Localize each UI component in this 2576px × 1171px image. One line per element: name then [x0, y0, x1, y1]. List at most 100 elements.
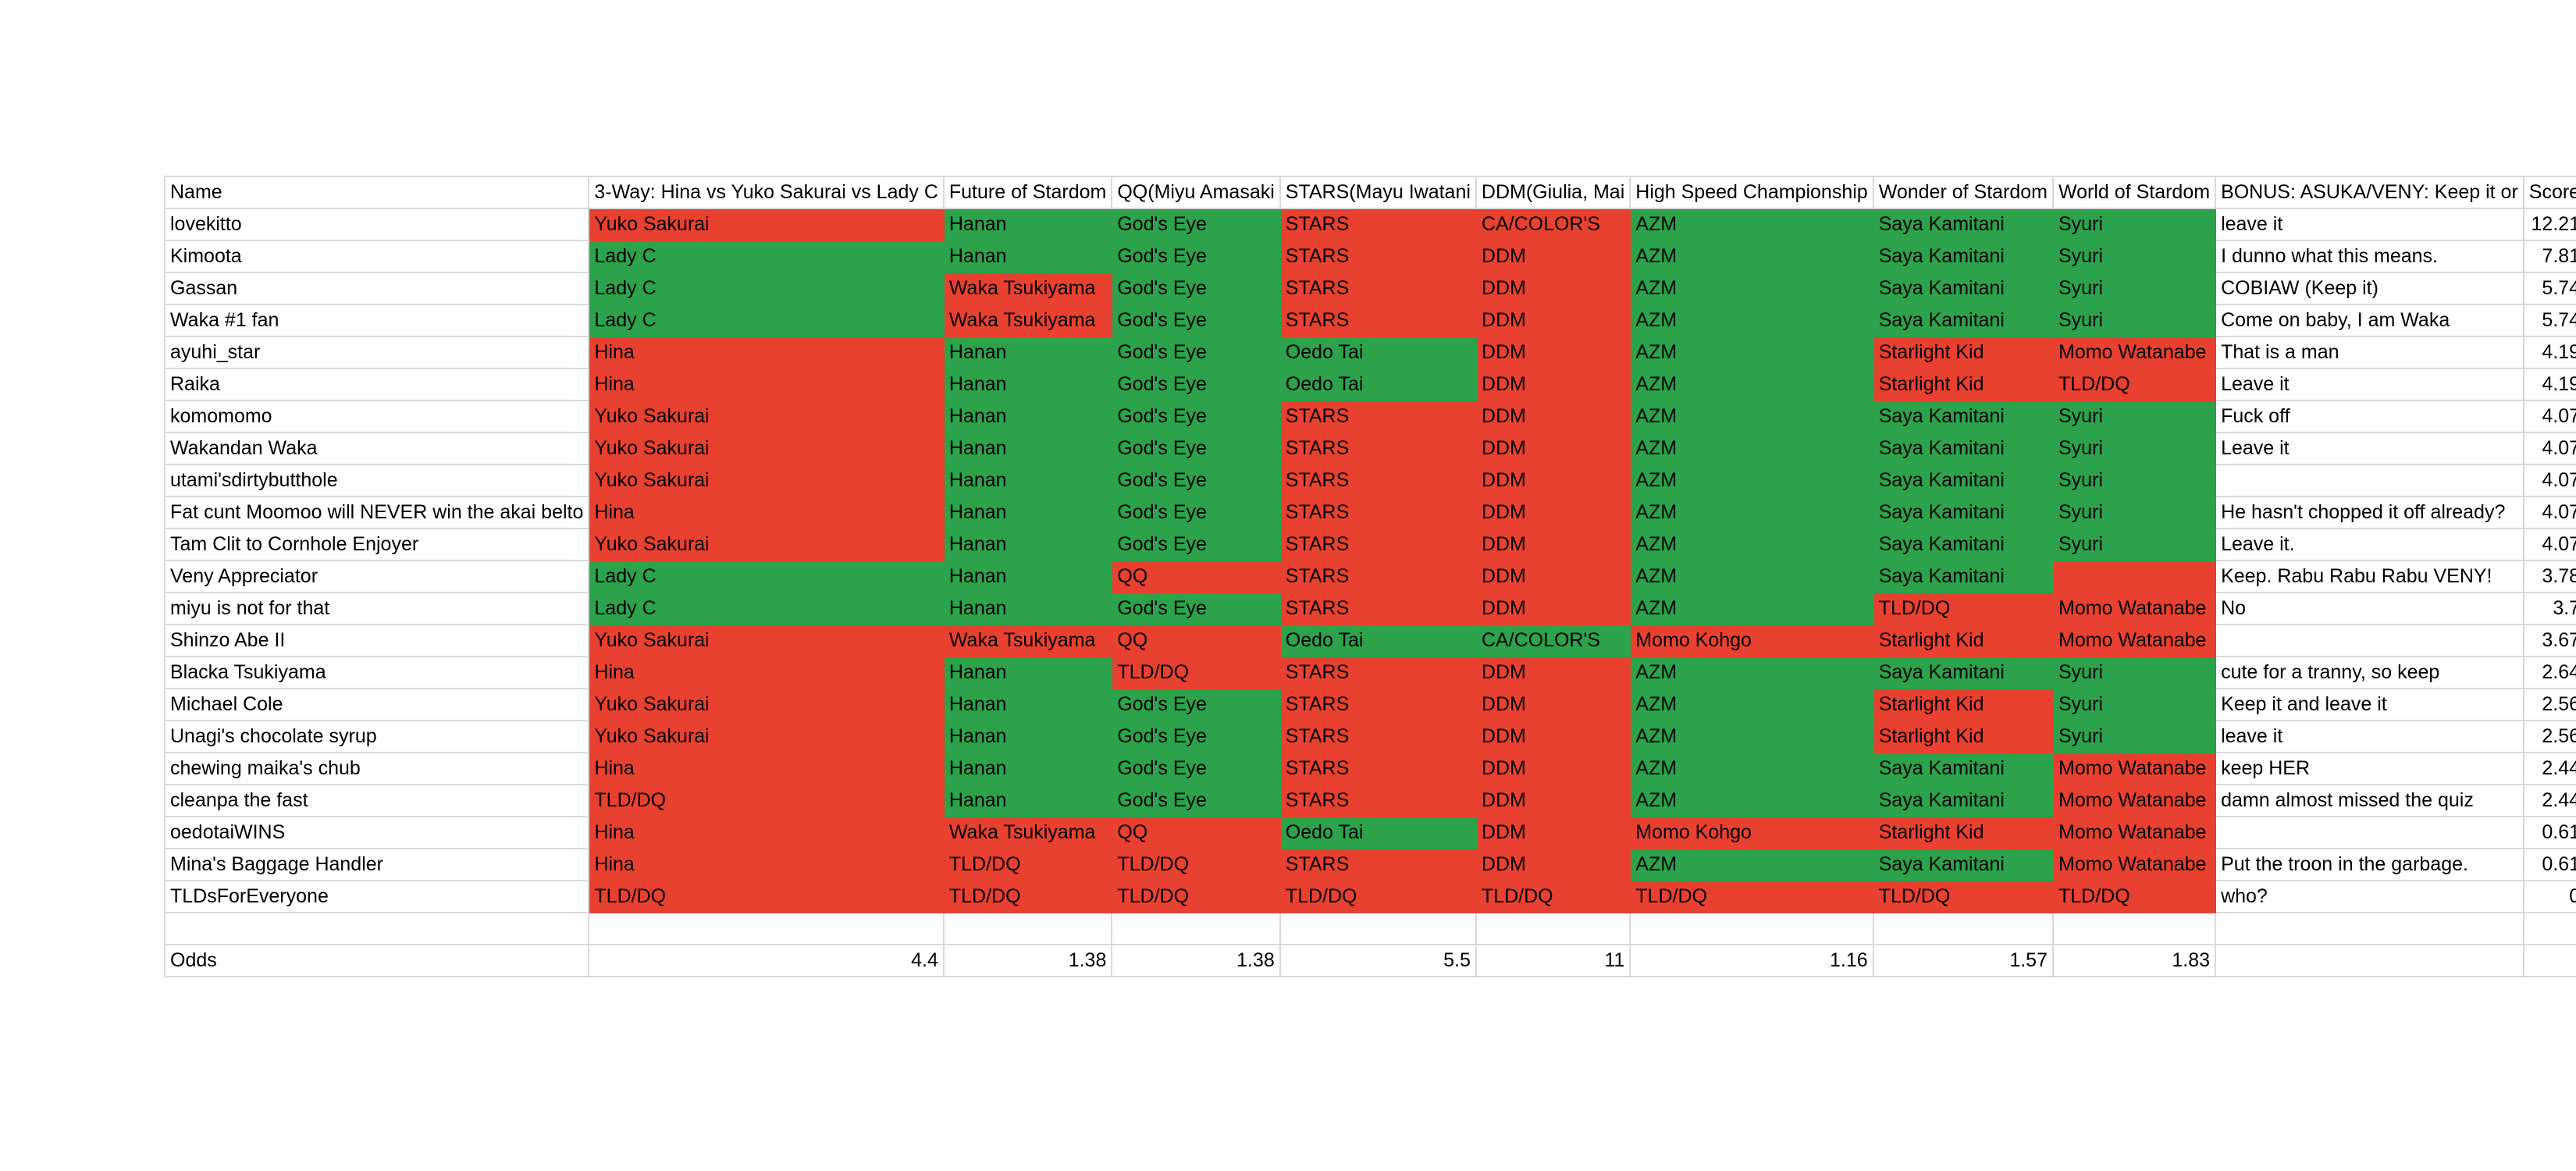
pick-cell-correct[interactable]: AZM: [1629, 496, 1874, 529]
pick-cell-wrong[interactable]: DDM: [1475, 336, 1631, 369]
column-header[interactable]: Score: [2522, 176, 2576, 209]
player-name-cell[interactable]: chewing maika's chub: [163, 752, 590, 785]
score-cell[interactable]: 5.74: [2522, 304, 2576, 337]
pick-cell-wrong[interactable]: STARS: [1279, 272, 1477, 305]
pick-cell-wrong[interactable]: TLD/DQ: [1111, 848, 1281, 881]
pick-cell-correct[interactable]: Syuri: [2051, 272, 2217, 305]
pick-cell-correct[interactable]: AZM: [1629, 656, 1874, 689]
pick-cell-correct[interactable]: AZM: [1629, 464, 1874, 497]
score-cell[interactable]: 2.44: [2522, 784, 2576, 817]
odds-value-cell[interactable]: 1.57: [1872, 944, 2055, 977]
pick-cell-wrong[interactable]: Momo Kohgo: [1629, 624, 1874, 657]
pick-cell-wrong[interactable]: Hina: [588, 848, 945, 881]
pick-cell-correct[interactable]: Saya Kamitani: [1872, 752, 2055, 785]
pick-cell-correct[interactable]: AZM: [1629, 528, 1874, 561]
pick-cell-wrong[interactable]: STARS: [1279, 784, 1477, 817]
pick-cell-correct[interactable]: Oedo Tai: [1279, 368, 1477, 401]
pick-cell-wrong[interactable]: STARS: [1279, 688, 1477, 721]
pick-cell-wrong[interactable]: Yuko Sakurai: [588, 688, 945, 721]
pick-cell-wrong[interactable]: STARS: [1279, 752, 1477, 785]
pick-cell-correct[interactable]: God's Eye: [1111, 432, 1281, 465]
pick-cell-correct[interactable]: Hanan: [942, 720, 1113, 753]
odds-value-cell[interactable]: 1.16: [1629, 944, 1874, 977]
score-cell[interactable]: 2.44: [2522, 752, 2576, 785]
player-name-cell[interactable]: Wakandan Waka: [163, 432, 590, 465]
player-name-cell[interactable]: cleanpa the fast: [163, 784, 590, 817]
score-cell[interactable]: 0.61: [2522, 848, 2576, 881]
pick-cell-correct[interactable]: Syuri: [2051, 208, 2217, 241]
player-name-cell[interactable]: Veny Appreciator: [163, 560, 590, 593]
pick-cell-wrong[interactable]: Starlight Kid: [1872, 624, 2055, 657]
pick-cell-wrong[interactable]: Yuko Sakurai: [588, 720, 945, 753]
player-name-cell[interactable]: miyu is not for that: [163, 592, 590, 625]
empty-cell[interactable]: [1629, 912, 1874, 945]
pick-cell-wrong[interactable]: DDM: [1475, 432, 1631, 465]
bonus-answer-cell[interactable]: Put the troon in the garbage.: [2215, 848, 2524, 881]
pick-cell-correct[interactable]: AZM: [1629, 848, 1874, 881]
pick-cell-wrong[interactable]: Starlight Kid: [1872, 688, 2055, 721]
pick-cell-wrong[interactable]: [2051, 560, 2217, 593]
pick-cell-wrong[interactable]: TLD/DQ: [2051, 880, 2217, 913]
bonus-answer-cell[interactable]: leave it: [2215, 720, 2524, 753]
empty-cell[interactable]: [2522, 944, 2576, 977]
pick-cell-correct[interactable]: Oedo Tai: [1279, 816, 1477, 849]
pick-cell-correct[interactable]: Saya Kamitani: [1872, 496, 2055, 529]
pick-cell-wrong[interactable]: QQ: [1111, 816, 1281, 849]
odds-value-cell[interactable]: 4.4: [588, 944, 945, 977]
score-cell[interactable]: 4.07: [2522, 496, 2576, 529]
pick-cell-correct[interactable]: God's Eye: [1111, 688, 1281, 721]
pick-cell-correct[interactable]: Syuri: [2051, 464, 2217, 497]
bonus-answer-cell[interactable]: Keep it and leave it: [2215, 688, 2524, 721]
pick-cell-wrong[interactable]: Hina: [588, 368, 945, 401]
player-name-cell[interactable]: Unagi's chocolate syrup: [163, 720, 590, 753]
player-name-cell[interactable]: Waka #1 fan: [163, 304, 590, 337]
pick-cell-wrong[interactable]: DDM: [1475, 720, 1631, 753]
pick-cell-correct[interactable]: God's Eye: [1111, 528, 1281, 561]
pick-cell-correct[interactable]: Saya Kamitani: [1872, 656, 2055, 689]
pick-cell-correct[interactable]: Hanan: [942, 752, 1113, 785]
pick-cell-correct[interactable]: God's Eye: [1111, 592, 1281, 625]
empty-cell[interactable]: [2051, 912, 2217, 945]
pick-cell-wrong[interactable]: DDM: [1475, 304, 1631, 337]
pick-cell-correct[interactable]: Lady C: [588, 560, 945, 593]
pick-cell-wrong[interactable]: DDM: [1475, 752, 1631, 785]
bonus-answer-cell[interactable]: leave it: [2215, 208, 2524, 241]
player-name-cell[interactable]: Gassan: [163, 272, 590, 305]
pick-cell-wrong[interactable]: Starlight Kid: [1872, 368, 2055, 401]
pick-cell-wrong[interactable]: DDM: [1475, 784, 1631, 817]
pick-cell-correct[interactable]: Saya Kamitani: [1872, 464, 2055, 497]
column-header[interactable]: World of Stardom: [2051, 176, 2217, 209]
score-cell[interactable]: 7.81: [2522, 240, 2576, 273]
score-cell[interactable]: 2.64: [2522, 656, 2576, 689]
bonus-answer-cell[interactable]: No: [2215, 592, 2524, 625]
pick-cell-wrong[interactable]: DDM: [1475, 368, 1631, 401]
player-name-cell[interactable]: komomomo: [163, 400, 590, 433]
pick-cell-wrong[interactable]: CA/COLOR'S: [1475, 208, 1631, 241]
pick-cell-correct[interactable]: AZM: [1629, 752, 1874, 785]
pick-cell-wrong[interactable]: Yuko Sakurai: [588, 208, 945, 241]
pick-cell-correct[interactable]: Saya Kamitani: [1872, 304, 2055, 337]
pick-cell-wrong[interactable]: DDM: [1475, 400, 1631, 433]
player-name-cell[interactable]: Michael Cole: [163, 688, 590, 721]
bonus-answer-cell[interactable]: who?: [2215, 880, 2524, 913]
pick-cell-correct[interactable]: God's Eye: [1111, 496, 1281, 529]
pick-cell-wrong[interactable]: STARS: [1279, 848, 1477, 881]
pick-cell-wrong[interactable]: STARS: [1279, 592, 1477, 625]
pick-cell-correct[interactable]: God's Eye: [1111, 368, 1281, 401]
pick-cell-correct[interactable]: AZM: [1629, 720, 1874, 753]
pick-cell-correct[interactable]: Syuri: [2051, 528, 2217, 561]
pick-cell-wrong[interactable]: Yuko Sakurai: [588, 528, 945, 561]
pick-cell-wrong[interactable]: DDM: [1475, 560, 1631, 593]
pick-cell-correct[interactable]: God's Eye: [1111, 720, 1281, 753]
empty-cell[interactable]: [163, 912, 590, 945]
pick-cell-wrong[interactable]: Momo Watanabe: [2051, 848, 2217, 881]
pick-cell-wrong[interactable]: DDM: [1475, 528, 1631, 561]
pick-cell-wrong[interactable]: DDM: [1475, 496, 1631, 529]
pick-cell-correct[interactable]: AZM: [1629, 592, 1874, 625]
player-name-cell[interactable]: Blacka Tsukiyama: [163, 656, 590, 689]
pick-cell-wrong[interactable]: QQ: [1111, 560, 1281, 593]
pick-cell-correct[interactable]: Hanan: [942, 592, 1113, 625]
score-cell[interactable]: 4.19: [2522, 336, 2576, 369]
bonus-answer-cell[interactable]: COBIAW (Keep it): [2215, 272, 2524, 305]
pick-cell-correct[interactable]: Hanan: [942, 432, 1113, 465]
